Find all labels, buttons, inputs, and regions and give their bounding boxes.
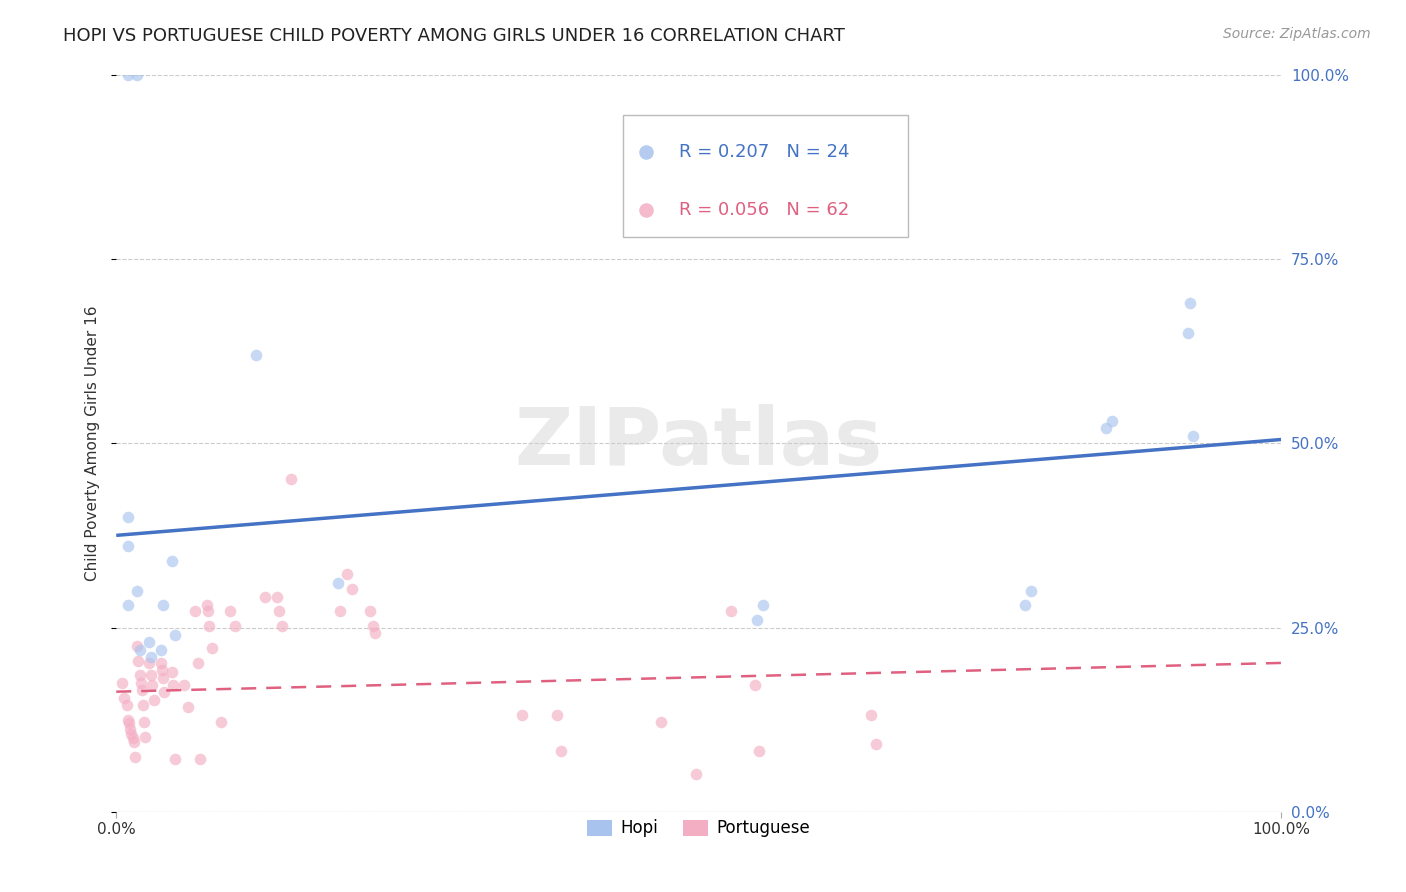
Point [636,145,658,159]
Point [127,583,149,598]
Point [1181,429,1204,443]
Point [685,766,707,780]
Point [111,676,134,690]
Point [340,582,363,597]
Point [720,604,742,618]
Legend: Hopi, Portuguese: Hopi, Portuguese [581,813,817,844]
Point [124,749,146,764]
Point [860,707,883,722]
Point [329,604,352,618]
Point [162,678,184,692]
Point [152,599,174,613]
Point [270,619,292,633]
Point [134,714,156,729]
Point [127,639,149,653]
Point [141,678,163,692]
Point [187,656,209,670]
Y-axis label: Child Poverty Among Girls Under 16: Child Poverty Among Girls Under 16 [86,305,100,581]
Point [336,567,359,582]
Point [197,604,219,618]
Point [745,613,768,627]
Point [142,693,165,707]
Point [138,656,160,670]
Point [131,683,153,698]
Point [152,671,174,685]
Point [326,576,349,591]
Point [120,727,142,741]
Point [1095,421,1118,435]
Point [195,599,218,613]
Point [117,68,139,82]
Point [141,668,163,682]
Point [1014,599,1036,613]
Text: Source: ZipAtlas.com: Source: ZipAtlas.com [1223,27,1371,41]
Point [636,202,658,217]
Point [128,668,150,682]
Point [254,590,277,604]
Point [115,698,138,712]
Point [744,678,766,692]
Point [173,678,195,692]
Point [1180,296,1202,310]
Point [150,663,173,677]
Point [364,626,387,640]
Point [245,348,267,362]
Text: HOPI VS PORTUGUESE CHILD POVERTY AMONG GIRLS UNDER 16 CORRELATION CHART: HOPI VS PORTUGUESE CHILD POVERTY AMONG G… [63,27,845,45]
Point [134,730,156,744]
Point [127,68,149,82]
Point [550,744,572,758]
Point [117,599,139,613]
Point [546,707,568,722]
Point [149,642,172,657]
FancyBboxPatch shape [623,115,908,236]
Point [1019,583,1042,598]
Point [129,676,152,690]
Point [117,713,139,727]
Point [132,698,155,712]
Point [141,650,163,665]
Point [269,604,291,618]
Point [184,604,207,618]
Point [209,714,232,729]
Point [149,656,172,670]
Text: R = 0.056   N = 62: R = 0.056 N = 62 [679,201,849,219]
Point [865,737,887,751]
Text: ZIPatlas: ZIPatlas [515,404,883,483]
Point [1177,326,1199,340]
Point [121,731,143,746]
Point [198,619,221,633]
Point [751,599,773,613]
Point [160,665,183,679]
Point [163,628,186,642]
Point [128,642,150,657]
Point [118,716,141,731]
Point [219,604,242,618]
Point [188,752,211,766]
Point [117,540,139,554]
Point [177,700,200,714]
Point [153,685,176,699]
Point [127,654,149,668]
Point [359,604,381,618]
Point [163,752,186,766]
Point [117,510,139,524]
Point [650,714,672,729]
Point [510,707,533,722]
Point [201,641,224,656]
Point [266,590,288,604]
Text: R = 0.207   N = 24: R = 0.207 N = 24 [679,143,849,161]
Point [160,554,183,568]
Point [120,723,142,737]
Point [122,735,145,749]
Point [224,619,246,633]
Point [748,744,770,758]
Point [112,690,135,705]
Point [280,472,302,486]
Point [361,619,384,633]
Point [1101,414,1123,428]
Point [138,635,160,649]
